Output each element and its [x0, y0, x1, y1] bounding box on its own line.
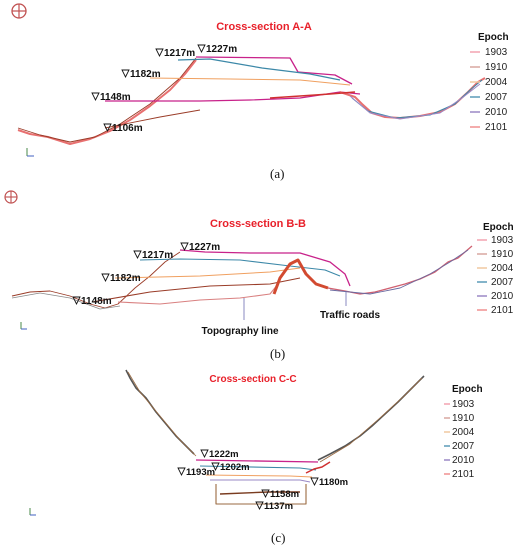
- bench-1193: [205, 474, 313, 478]
- elevation-label: 1180m: [319, 477, 348, 488]
- legend-item: 2004: [485, 77, 508, 88]
- bench-1202: [199, 465, 317, 471]
- orientation-icon: [11, 3, 27, 19]
- bench-1222: [195, 459, 319, 463]
- elevation-label: 1137m: [264, 501, 293, 512]
- left-slope: [125, 369, 195, 455]
- profile-lines: [17, 56, 486, 145]
- legend-item: 2004: [491, 263, 514, 274]
- legend-item: 1903: [452, 399, 475, 410]
- bench-1217: [139, 258, 341, 277]
- bench-1106: [104, 109, 201, 129]
- legend-item: 2004: [452, 427, 475, 438]
- pit-profile-purple: [349, 83, 481, 120]
- elevation-label: 1158m: [270, 489, 299, 500]
- elevation-label: 1106m: [112, 123, 143, 134]
- elevation-markers: 1227m 1217m 1182m 1148m: [72, 242, 220, 307]
- topography-fill: [117, 283, 279, 305]
- traffic-roads-label: Traffic roads: [320, 310, 380, 321]
- red-mark: [305, 461, 331, 474]
- legend: Epoch 1903 1910 2004 2007 2010 2101: [444, 384, 483, 480]
- axes-icon: [20, 322, 27, 330]
- legend-title: Epoch: [483, 222, 514, 233]
- legend: Epoch 1903 1910 2004 2007 2010 2101: [470, 32, 509, 133]
- right-terrain-blue: [329, 249, 469, 295]
- orientation-icon: [4, 190, 18, 204]
- legend-item: 2010: [485, 107, 508, 118]
- panel-caption: (a): [270, 166, 285, 181]
- elevation-label: 1193m: [186, 467, 215, 478]
- elevation-label: 1148m: [81, 296, 112, 307]
- bench-1180: [210, 479, 311, 483]
- pit-profile-blue: [351, 79, 483, 119]
- panel-cross-section-b: Cross-section B-B Topography line Traffi…: [0, 188, 524, 366]
- topography-label: Topography line: [201, 326, 278, 337]
- bench-1148: [105, 91, 361, 102]
- cross-section-a-drawing: Cross-section A-A 1227m 1217m 1182m: [11, 3, 509, 157]
- ground-line-left-grey: [11, 292, 121, 310]
- profile-lines: [11, 245, 473, 310]
- elevation-label: 1182m: [110, 273, 141, 284]
- elevation-label: 1217m: [164, 48, 195, 59]
- red-streak: [269, 91, 356, 99]
- elevation-label: 1182m: [130, 69, 161, 80]
- legend-item: 2010: [452, 455, 475, 466]
- bench-1182: [114, 267, 301, 279]
- bench-1217: [177, 58, 341, 81]
- panel-caption: (b): [270, 346, 286, 361]
- legend: Epoch 1903 1910 2004 2007 2010 2101: [477, 222, 514, 316]
- pit-box: [215, 484, 307, 505]
- panel-cross-section-c: Cross-section C-C 1222m 1202m 1193m: [0, 366, 524, 550]
- bench-1227: [179, 249, 351, 287]
- section-title: Cross-section C-C: [209, 374, 296, 385]
- excavation-band: [272, 258, 329, 295]
- legend-item: 1910: [452, 413, 475, 424]
- bench-1182: [149, 77, 351, 86]
- elevation-label: 1227m: [206, 44, 237, 55]
- legend-title: Epoch: [478, 32, 509, 43]
- right-terrain: [327, 245, 473, 295]
- legend-item: 2010: [491, 291, 514, 302]
- legend-item: 2101: [485, 122, 508, 133]
- legend-item: 2007: [491, 277, 514, 288]
- cross-section-b-drawing: Cross-section B-B Topography line Traffi…: [4, 190, 514, 337]
- legend-item: 2101: [452, 469, 475, 480]
- pit-profile: [339, 77, 486, 119]
- axes-icon: [26, 148, 34, 157]
- panel-cross-section-a: Cross-section A-A 1227m 1217m 1182m: [0, 0, 524, 188]
- elevation-markers: 1222m 1202m 1193m 1180m 1158m 1137m: [177, 449, 348, 512]
- elevation-label: 1148m: [100, 92, 131, 103]
- axes-icon: [29, 508, 36, 516]
- section-title: Cross-section A-A: [216, 21, 312, 33]
- section-title: Cross-section B-B: [210, 218, 306, 230]
- ground-line-2101: [17, 59, 197, 145]
- legend-item: 2101: [491, 305, 514, 316]
- legend-item: 1910: [485, 62, 508, 73]
- elevation-label: 1217m: [142, 250, 173, 261]
- cross-section-c-drawing: Cross-section C-C 1222m 1202m 1193m: [29, 369, 483, 516]
- legend-item: 2007: [485, 92, 508, 103]
- annotations: Topography line Traffic roads: [201, 292, 380, 337]
- right-slope: [317, 375, 425, 461]
- legend-item: 1903: [485, 47, 508, 58]
- right-slope-brown: [319, 377, 423, 463]
- elevation-label: 1202m: [220, 462, 250, 473]
- legend-item: 2007: [452, 441, 475, 452]
- panel-caption: (c): [271, 530, 286, 545]
- left-slope-brown: [127, 371, 197, 457]
- elevation-label: 1222m: [209, 449, 239, 460]
- elevation-label: 1227m: [189, 242, 220, 253]
- legend-item: 1910: [491, 249, 514, 260]
- legend-item: 1903: [491, 235, 514, 246]
- elevation-markers: 1227m 1217m 1182m 1148m 1106m: [91, 44, 237, 134]
- legend-title: Epoch: [452, 384, 483, 395]
- profile-lines: [125, 369, 425, 505]
